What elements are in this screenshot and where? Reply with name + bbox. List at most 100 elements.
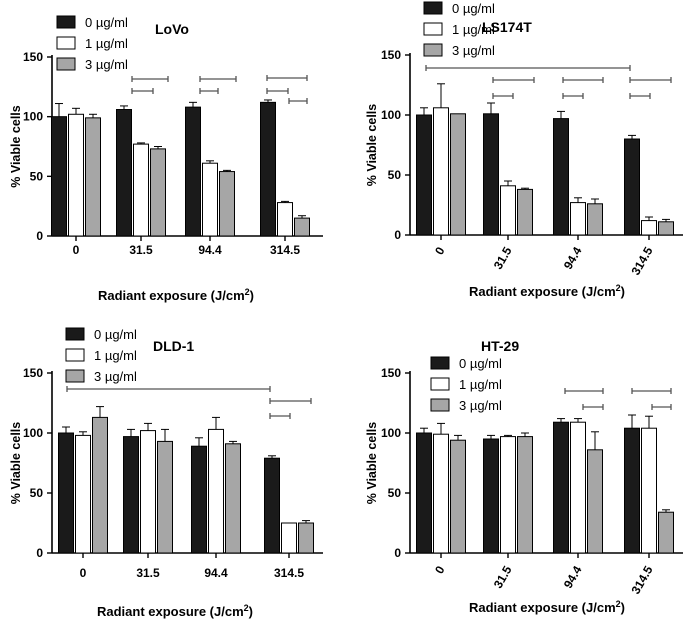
chart-title: LS174T [482, 19, 532, 35]
y-tick-label: 50 [388, 486, 402, 500]
x-tick-label: 0 [432, 563, 448, 576]
x-tick-label: 314.5 [628, 244, 655, 277]
legend-label: 0 µg/ml [459, 356, 502, 371]
bar [450, 113, 466, 236]
x-tick-label: 31.5 [491, 244, 515, 272]
legend-label: 3 µg/ml [94, 369, 137, 384]
legend-label: 1 µg/ml [85, 36, 128, 51]
bar [123, 436, 139, 554]
bar [225, 443, 241, 554]
legend-swatch [56, 57, 76, 71]
bar [433, 107, 449, 236]
chart-title: LoVo [155, 21, 189, 37]
y-tick-label: 100 [381, 108, 401, 122]
x-tick-label: 94.4 [204, 566, 228, 580]
x-tick-label: 31.5 [129, 243, 153, 257]
bar [658, 221, 674, 236]
x-tick-label: 94.4 [198, 243, 222, 257]
bar [281, 522, 297, 554]
chart-title: HT-29 [481, 338, 519, 354]
bar [483, 113, 499, 236]
bar [624, 138, 640, 236]
legend-label: 0 µg/ml [94, 327, 137, 342]
chart-title: DLD-1 [153, 338, 194, 354]
legend-label: 3 µg/ml [452, 43, 495, 58]
bar [641, 427, 657, 554]
bar [416, 114, 432, 236]
bar [517, 436, 533, 554]
chart-panel-dld-1: 0 50 100 150 % Viable cells 0 31.5 94.4 314.5 Rad… [9, 327, 323, 619]
x-tick-label: 314.5 [628, 563, 655, 596]
bar [570, 421, 586, 554]
bar [587, 449, 603, 554]
bar [450, 439, 466, 554]
significance-brackets [66, 65, 672, 419]
legend-swatch [56, 36, 76, 50]
x-tick-label: 94.4 [561, 244, 585, 272]
y-tick-label: 50 [388, 168, 402, 182]
bar [185, 106, 201, 237]
bar [202, 162, 218, 237]
bar [570, 202, 586, 236]
x-tick-label: 0 [80, 566, 87, 580]
legend-label: 3 µg/ml [459, 398, 502, 413]
bar [624, 427, 640, 554]
legend-label: 1 µg/ml [459, 377, 502, 392]
bar [433, 433, 449, 554]
bar [277, 202, 293, 237]
chart-panel-ls174t: 0 50 100 150 % Viable cells 0 31.5 94.4 314.5Rad… [365, 1, 683, 299]
legend-swatch [423, 22, 443, 36]
bar [58, 432, 74, 554]
bar [553, 421, 569, 554]
x-tick-label: 314.5 [274, 566, 304, 580]
legend-swatch [423, 1, 443, 15]
bar [517, 188, 533, 236]
bar [75, 434, 91, 554]
x-tick-label: 31.5 [491, 563, 515, 591]
bar [150, 148, 166, 237]
chart-panel-lovo: 0 50 100 150 % Viable cells 0 31.5 94.4 314.5 Rad… [9, 15, 323, 303]
bar [133, 143, 149, 237]
y-tick-label: 150 [23, 50, 43, 64]
legend-swatch [430, 356, 450, 370]
x-tick-label: 94.4 [561, 563, 585, 591]
x-axis-label: Radiant exposure (J/cm2) [469, 599, 625, 615]
y-tick-label: 100 [23, 110, 43, 124]
legend-swatch [423, 43, 443, 57]
legend-swatch [430, 377, 450, 391]
bar [51, 116, 67, 237]
y-axis-label: % Viable cells [9, 105, 23, 188]
bar [294, 217, 310, 237]
x-tick-label: 0 [432, 244, 448, 257]
bar [500, 185, 516, 236]
legend-label: 0 µg/ml [85, 15, 128, 30]
bar [658, 511, 674, 554]
x-tick-label: 314.5 [270, 243, 300, 257]
chart-panel-ht-29: 0 50 100 150 % Viable cells 0 31.5 94.4 314.5Rad… [365, 338, 683, 615]
y-tick-label: 0 [394, 228, 401, 242]
y-axis-label: % Viable cells [365, 422, 379, 505]
bar [208, 428, 224, 554]
bar [140, 430, 156, 554]
bar [553, 118, 569, 236]
y-tick-label: 0 [36, 546, 43, 560]
legend-label: 1 µg/ml [452, 22, 495, 37]
bar [264, 457, 280, 554]
bar [85, 117, 101, 237]
bar [483, 438, 499, 554]
bar [416, 432, 432, 554]
bar [500, 436, 516, 554]
y-tick-label: 100 [381, 426, 401, 440]
y-axis-label: % Viable cells [365, 104, 379, 187]
y-tick-label: 0 [36, 229, 43, 243]
legend-swatch [65, 327, 85, 341]
bar [260, 101, 276, 237]
bar [68, 113, 84, 237]
bar [587, 203, 603, 236]
legend-label: 0 µg/ml [452, 1, 495, 16]
bar [298, 522, 314, 554]
bar [641, 220, 657, 236]
y-tick-label: 100 [23, 426, 43, 440]
x-axis-label: Radiant exposure (J/cm2) [98, 287, 254, 303]
